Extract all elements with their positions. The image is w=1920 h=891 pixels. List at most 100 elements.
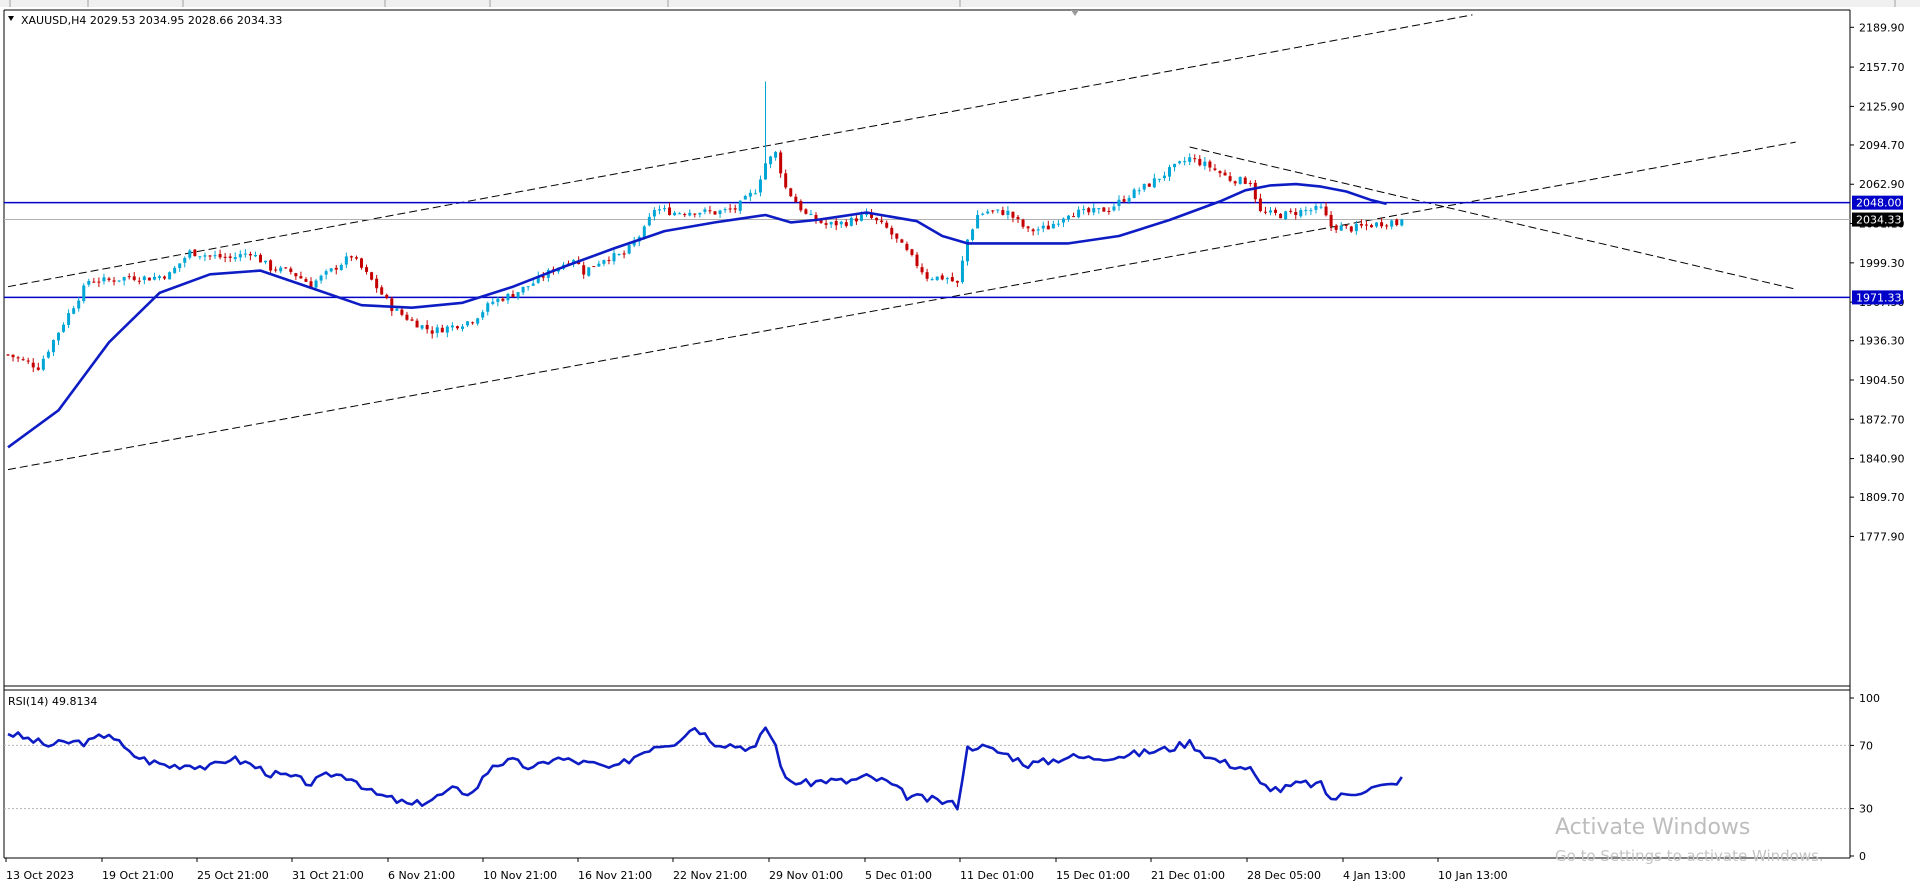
candle-body: [132, 276, 136, 280]
candle-body: [87, 280, 91, 285]
candle-body: [592, 266, 596, 268]
candle-body: [304, 279, 308, 282]
candle-body: [481, 312, 485, 318]
candle-body: [486, 303, 490, 312]
time-tick-label: 6 Nov 21:00: [388, 869, 455, 882]
candle-body: [1087, 208, 1091, 213]
trend-lines[interactable]: [7, 14, 1796, 471]
candle-body: [183, 258, 187, 263]
level-price-tag-label: 2048.00: [1856, 197, 1902, 210]
moving-average-line: [7, 182, 1387, 449]
candle-body: [188, 250, 192, 258]
candle-body: [112, 280, 116, 282]
candle-body: [1334, 225, 1338, 230]
toolbar-separators: [9, 0, 1896, 7]
candle-body: [804, 209, 808, 214]
candle-body: [708, 210, 712, 212]
candle-body: [622, 253, 626, 255]
candle-body: [839, 221, 843, 225]
time-tick-label: 10 Nov 21:00: [483, 869, 557, 882]
candle-body: [945, 278, 949, 280]
candle-body: [981, 213, 985, 215]
candle-body: [1390, 220, 1394, 227]
horizontal-levels[interactable]: [4, 201, 1850, 299]
candle-body: [769, 156, 773, 165]
candle-body: [375, 278, 379, 289]
candle-body: [1349, 226, 1353, 232]
price-tags: 2048.00 1971.33 2034.33: [1852, 195, 1903, 305]
candle-body: [1137, 190, 1141, 192]
candle-body: [875, 217, 879, 221]
candle-body: [1258, 198, 1262, 212]
candle-body: [1122, 199, 1126, 202]
candle-body: [450, 325, 454, 328]
candle-body: [1132, 189, 1136, 198]
price-tick-label: 2189.90: [1859, 21, 1905, 34]
candle-body: [789, 188, 793, 197]
candle-body: [1072, 216, 1076, 218]
candle-body: [1253, 182, 1257, 200]
candle-body: [1092, 207, 1096, 213]
candle-body: [885, 222, 889, 228]
candle-body: [834, 221, 838, 226]
candle-body: [1238, 176, 1242, 184]
candle-body: [1385, 225, 1389, 227]
candle-body: [663, 208, 666, 210]
candle-body: [92, 281, 96, 283]
candle-body: [1051, 223, 1055, 229]
trend-line-channel-upper[interactable]: [7, 14, 1473, 288]
candle-body: [683, 214, 687, 216]
scroll-marker-icon[interactable]: [1071, 10, 1079, 16]
candle-body: [930, 279, 934, 281]
candle-body: [824, 223, 828, 225]
candle-body: [203, 255, 207, 257]
candle-body: [905, 243, 909, 250]
candle-body: [213, 255, 217, 257]
candle-body: [1294, 211, 1298, 215]
candle-body: [420, 325, 424, 329]
candle-body: [1324, 206, 1328, 216]
candle-body: [1152, 178, 1156, 188]
candle-body: [1375, 222, 1379, 227]
candle-body: [415, 320, 419, 328]
chevron-down-icon[interactable]: [8, 16, 14, 21]
time-tick-label: 13 Oct 2023: [6, 869, 74, 882]
candle-body: [46, 351, 50, 358]
candle-body: [516, 292, 520, 298]
activate-windows-subtitle: Go to Settings to activate Windows.: [1555, 847, 1824, 865]
candle-body: [248, 253, 252, 256]
candle-body: [849, 217, 853, 226]
candle-body: [72, 308, 76, 314]
candle-body: [1274, 209, 1278, 213]
candle-body: [748, 192, 752, 197]
candle-body: [753, 193, 757, 195]
candle-body: [253, 254, 257, 257]
candle-body: [390, 298, 394, 312]
candle-body: [925, 272, 929, 279]
candle-body: [1031, 229, 1035, 232]
candle-body: [703, 209, 707, 212]
time-tick-label: 11 Dec 01:00: [960, 869, 1034, 882]
candle-body: [819, 219, 823, 223]
trend-line-channel-lower[interactable]: [7, 141, 1796, 471]
time-tick-label: 28 Dec 05:00: [1247, 869, 1321, 882]
candle-body: [612, 253, 616, 262]
rsi-axis: 100 70 30 0: [1850, 692, 1880, 863]
candlestick-series: [6, 81, 1404, 373]
candle-body: [728, 208, 732, 210]
candle-body: [521, 286, 525, 293]
candle-body: [1056, 223, 1060, 225]
rsi-tick-label: 30: [1859, 803, 1873, 816]
candle-body: [198, 256, 202, 258]
candle-body: [910, 249, 914, 255]
candle-body: [152, 276, 156, 280]
price-tick-label: 1999.30: [1859, 257, 1905, 270]
candle-body: [1112, 206, 1116, 211]
candle-body: [506, 293, 510, 301]
time-tick-label: 16 Nov 21:00: [578, 869, 652, 882]
candle-body: [360, 258, 363, 268]
candle-body: [274, 269, 278, 271]
candle-body: [349, 256, 353, 258]
trend-line-descending[interactable]: [1189, 146, 1796, 290]
